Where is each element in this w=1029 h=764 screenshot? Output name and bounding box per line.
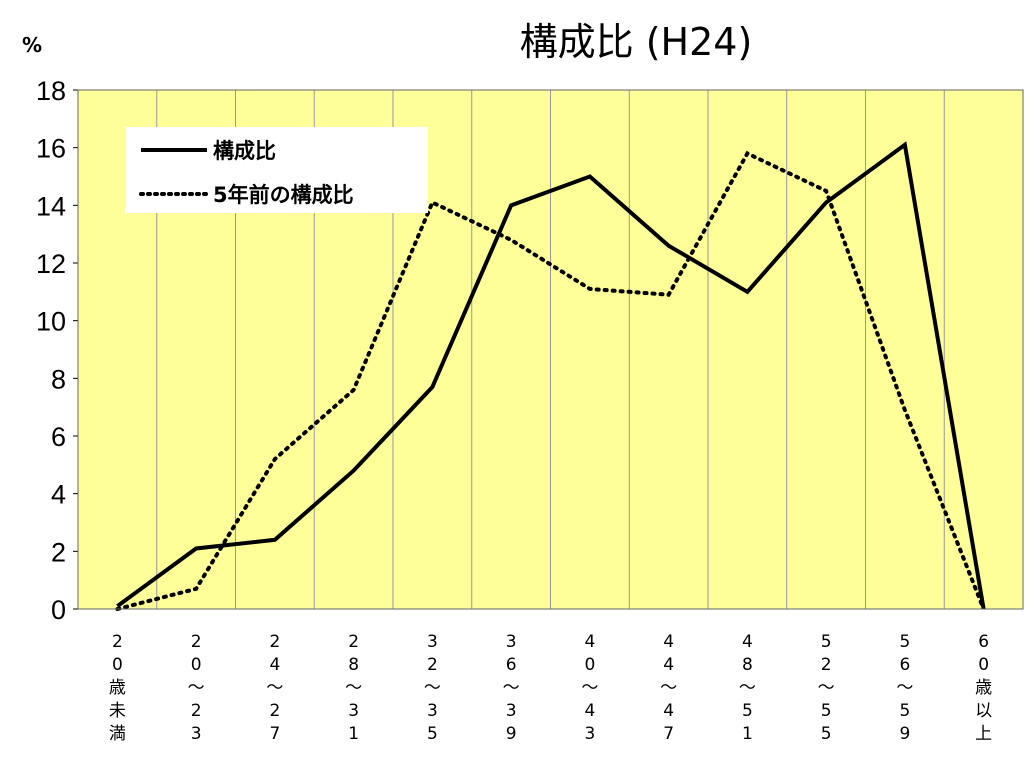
chart-title: 構成比 (H24) (520, 20, 753, 64)
x-tick-char: 0 (191, 655, 202, 675)
x-tick-label: 3 6 〜 3 9 (503, 632, 520, 744)
y-tick-label: 0 (51, 595, 66, 625)
x-tick-char: 2 (427, 655, 438, 675)
x-tick-char: 2 (191, 701, 202, 721)
x-tick-char: 3 (506, 632, 517, 652)
x-tick-char: 〜 (188, 678, 205, 698)
legend-label-current: 構成比 (213, 139, 276, 163)
y-tick-label: 4 (51, 480, 66, 510)
x-tick-label: 5 6 〜 5 9 (896, 632, 913, 744)
x-tick-char: 歳 (109, 678, 126, 698)
x-tick-char: 3 (427, 701, 438, 721)
x-tick-char: 8 (348, 655, 359, 675)
x-tick-char: 4 (663, 655, 674, 675)
x-tick-char: 5 (899, 701, 910, 721)
y-axis-ticks: 0 2 4 6 8 10 12 14 16 18 (36, 76, 78, 625)
x-tick-char: 〜 (581, 678, 598, 698)
x-tick-char: 8 (742, 655, 753, 675)
x-tick-char: 5 (742, 701, 753, 721)
x-tick-label: 4 8 〜 5 1 (739, 632, 756, 744)
y-tick-label: 16 (36, 134, 66, 164)
x-tick-char: 5 (899, 632, 910, 652)
series-line-0 (116, 141, 986, 610)
x-tick-char: 2 (821, 655, 832, 675)
x-tick-label: 3 2 〜 3 5 (424, 632, 441, 744)
x-tick-char: 4 (742, 632, 753, 652)
x-tick-char: 9 (899, 724, 910, 744)
x-tick-char: 0 (112, 655, 123, 675)
x-tick-label: 6 0 歳以上 (975, 632, 992, 744)
y-tick-label: 14 (36, 191, 66, 221)
plot-border (77, 89, 1024, 610)
x-tick-char: 上 (975, 724, 992, 744)
x-tick-label: 2 4 〜 2 7 (266, 632, 283, 744)
y-tick-label: 12 (36, 249, 66, 279)
x-tick-label: 2 0 歳未満 (109, 632, 126, 744)
x-tick-char: 〜 (818, 678, 835, 698)
x-tick-char: 〜 (266, 678, 283, 698)
x-tick-char: 4 (663, 632, 674, 652)
x-tick-char: 2 (112, 632, 123, 652)
legend-box (125, 127, 428, 213)
x-tick-char: 6 (978, 632, 989, 652)
x-tick-char: 5 (821, 701, 832, 721)
x-tick-char: 1 (348, 724, 359, 744)
x-tick-char: 0 (584, 655, 595, 675)
x-tick-char: 2 (348, 632, 359, 652)
x-tick-char: 6 (899, 655, 910, 675)
x-tick-char: 4 (269, 655, 280, 675)
x-tick-char: 〜 (896, 678, 913, 698)
x-tick-char: 満 (109, 724, 126, 744)
x-tick-char: 2 (191, 632, 202, 652)
x-tick-char: 1 (742, 724, 753, 744)
x-tick-char: 7 (663, 724, 674, 744)
x-tick-label: 2 8 〜 3 1 (345, 632, 362, 744)
x-tick-char: 9 (506, 724, 517, 744)
y-tick-label: 10 (36, 307, 66, 337)
x-tick-char: 〜 (660, 678, 677, 698)
x-tick-char: 4 (663, 701, 674, 721)
x-tick-char: 2 (269, 701, 280, 721)
legend: 構成比 5年前の構成比 (125, 127, 428, 213)
y-tick-label: 6 (51, 422, 66, 452)
x-tick-label: 4 4 〜 4 7 (660, 632, 677, 744)
y-tick-label: 18 (36, 76, 66, 106)
y-tick-label: 8 (51, 364, 66, 394)
x-tick-char: 7 (269, 724, 280, 744)
legend-label-previous: 5年前の構成比 (213, 183, 354, 207)
series-layer (115, 141, 986, 611)
x-tick-char: 4 (584, 632, 595, 652)
x-tick-label: 4 0 〜 4 3 (581, 632, 598, 744)
x-tick-char: 2 (269, 632, 280, 652)
x-axis-ticks: 20歳未満20〜2324〜2728〜3132〜3536〜3940〜4344〜47… (109, 632, 992, 744)
x-tick-char: 3 (506, 701, 517, 721)
x-tick-char: 4 (584, 701, 595, 721)
x-tick-char: 0 (978, 655, 989, 675)
x-tick-char: 3 (348, 701, 359, 721)
x-tick-char: 6 (506, 655, 517, 675)
x-tick-char: 5 (821, 724, 832, 744)
y-axis-unit: % (22, 33, 42, 57)
series-line-1 (115, 150, 986, 611)
y-tick-label: 2 (51, 537, 66, 567)
x-tick-char: 歳 (975, 678, 992, 698)
x-tick-char: 3 (427, 632, 438, 652)
x-tick-char: 3 (584, 724, 595, 744)
x-tick-char: 〜 (503, 678, 520, 698)
x-tick-char: 〜 (739, 678, 756, 698)
x-tick-char: 未 (109, 701, 126, 721)
x-tick-char: 以 (975, 701, 992, 721)
x-tick-char: 〜 (424, 678, 441, 698)
x-tick-char: 5 (821, 632, 832, 652)
x-tick-char: 3 (191, 724, 202, 744)
x-tick-char: 〜 (345, 678, 362, 698)
x-tick-char: 5 (427, 724, 438, 744)
x-tick-label: 5 2 〜 5 5 (818, 632, 835, 744)
x-tick-label: 2 0 〜 2 3 (188, 632, 205, 744)
